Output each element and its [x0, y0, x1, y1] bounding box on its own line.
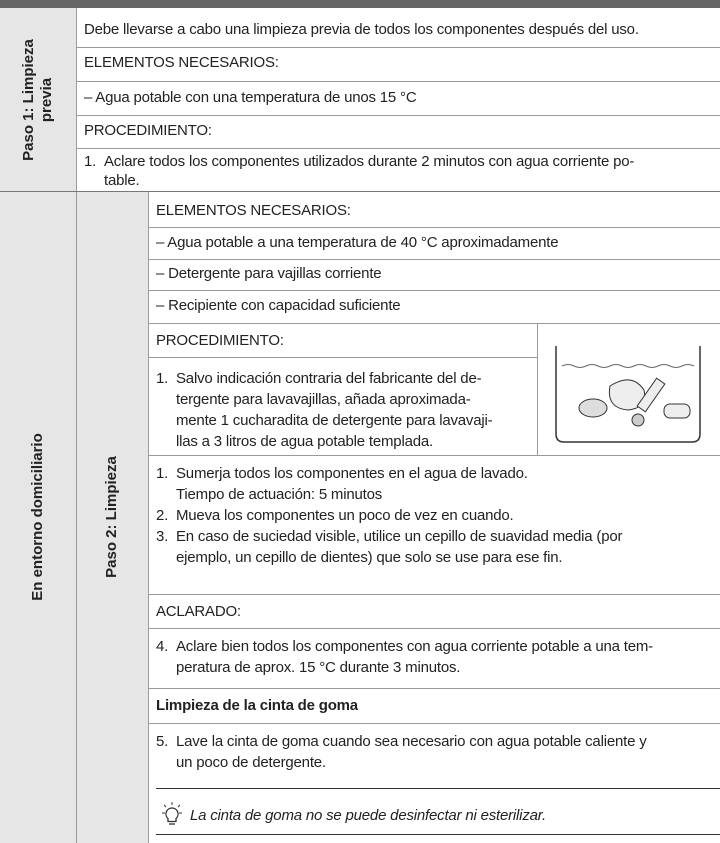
step-number: 3.	[156, 528, 169, 545]
separator	[148, 594, 720, 595]
list-item: – Agua potable a una temperatura de 40 °…	[156, 234, 559, 251]
heading: ACLARADO:	[156, 603, 241, 620]
step-text: mente 1 cucharadita de detergente para l…	[176, 412, 493, 429]
step-text: llas a 3 litros de agua potable templada…	[176, 433, 433, 450]
separator	[148, 455, 720, 456]
step-text: un poco de detergente.	[176, 754, 326, 771]
step-label: Paso 1: Limpieza previa	[20, 39, 56, 161]
step-text: En caso de suciedad visible, utilice un …	[176, 528, 623, 545]
row-border	[0, 191, 720, 192]
separator	[76, 148, 720, 149]
label-line: Paso 1: Limpieza	[20, 39, 37, 161]
step-text: ejemplo, un cepillo de dientes) que solo…	[176, 549, 563, 566]
step-text: Aclare todos los componentes utilizados …	[104, 153, 635, 170]
list-item: – Detergente para vajillas corriente	[156, 265, 382, 282]
image-border	[537, 323, 538, 456]
heading: ELEMENTOS NECESARIOS:	[156, 202, 351, 219]
heading: PROCEDIMIENTO:	[156, 332, 284, 349]
heading: PROCEDIMIENTO:	[84, 122, 212, 139]
column-border	[148, 192, 149, 843]
separator	[76, 47, 720, 48]
step-text: Tiempo de actuación: 5 minutos	[176, 486, 383, 503]
tip-rule	[156, 788, 720, 789]
separator	[148, 227, 720, 228]
step-text: Mueva los componentes un poco de vez en …	[176, 507, 514, 524]
list-item: – Recipiente con capacidad suficiente	[156, 297, 401, 314]
step-text: table.	[104, 172, 140, 189]
step-label: Paso 2: Limpieza	[103, 456, 120, 578]
step-number: 1.	[156, 465, 169, 482]
tip-text: La cinta de goma no se puede desinfectar…	[190, 807, 546, 824]
separator	[148, 323, 720, 324]
step-number: 1.	[84, 153, 97, 170]
step-number: 4.	[156, 638, 169, 655]
separator	[148, 688, 720, 689]
separator	[148, 628, 720, 629]
step-text: tergente para lavavajillas, añada aproxi…	[176, 391, 471, 408]
context-label: En entorno domiciliario	[29, 433, 46, 601]
list-item: – Agua potable con una temperatura de un…	[84, 89, 417, 106]
heading: ELEMENTOS NECESARIOS:	[84, 54, 279, 71]
separator	[148, 290, 720, 291]
separator	[148, 259, 720, 260]
tip-rule	[156, 834, 720, 835]
separator	[76, 81, 720, 82]
step-number: 5.	[156, 733, 169, 750]
step-text: Lave la cinta de goma cuando sea necesar…	[176, 733, 647, 750]
step-text: peratura de aprox. 15 °C durante 3 minut…	[176, 659, 461, 676]
header-bar	[0, 0, 720, 8]
step-text: Salvo indicación contraria del fabricant…	[176, 370, 482, 387]
label-line: previa	[38, 77, 55, 123]
step-number: 1.	[156, 370, 169, 387]
tip-icon	[162, 802, 182, 825]
separator	[148, 357, 537, 358]
subheading: Limpieza de la cinta de goma	[156, 697, 358, 714]
step-text: Sumerja todos los componentes en el agua…	[176, 465, 528, 482]
step-label-cell	[0, 8, 76, 191]
step-number: 2.	[156, 507, 169, 524]
basin-illustration	[555, 346, 701, 443]
step-label-cell	[77, 192, 148, 843]
intro: Debe llevarse a cabo una limpieza previa…	[84, 21, 639, 38]
column-border	[76, 8, 77, 843]
context-label-cell	[0, 192, 76, 843]
separator	[76, 115, 720, 116]
separator	[148, 723, 720, 724]
step-text: Aclare bien todos los componentes con ag…	[176, 638, 653, 655]
